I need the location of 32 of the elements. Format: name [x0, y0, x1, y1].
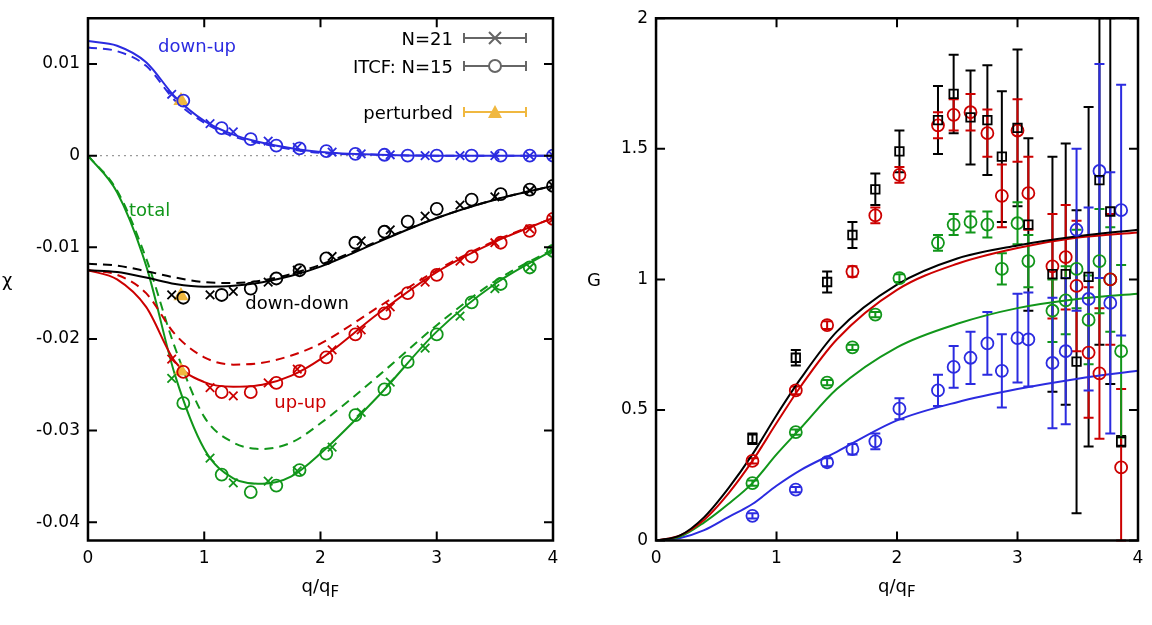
annotation: N=21	[401, 27, 453, 49]
annotation: down-down	[245, 292, 349, 314]
x-tick-label: 4	[1132, 547, 1144, 568]
x-tick-label: 2	[891, 547, 903, 568]
y-tick-label: 0	[637, 529, 649, 550]
y-tick-label: 1	[637, 267, 649, 288]
annotation: ITCF: N=15	[352, 55, 453, 77]
y-tick-label: 0.5	[620, 398, 649, 419]
y-tick-label: -0.04	[35, 510, 80, 531]
x-tick-label: 1	[771, 547, 782, 568]
x-tick-label: 2	[315, 547, 326, 568]
y-axis-title: G	[587, 268, 601, 290]
annotation: down-up	[158, 34, 237, 56]
y-tick-label: 1.5	[620, 137, 649, 158]
x-tick-label: 4	[547, 547, 559, 568]
x-tick-label: 0	[650, 547, 662, 568]
annotation: total	[129, 199, 171, 221]
annotation: up-up	[274, 391, 327, 413]
y-tick-label: 0	[69, 144, 80, 165]
annotation: perturbed	[363, 101, 453, 123]
y-tick-label: -0.02	[35, 327, 80, 348]
y-axis-title: χ	[2, 268, 13, 290]
x-tick-label: 1	[198, 547, 210, 568]
x-tick-label: 0	[82, 547, 94, 568]
y-tick-label: -0.01	[35, 235, 80, 256]
x-axis-title: q/q$_{F}$	[878, 574, 916, 601]
x-axis-title: q/q$_{F}$	[301, 574, 340, 601]
x-tick-label: 3	[431, 547, 443, 568]
y-tick-label: -0.03	[35, 419, 80, 440]
x-tick-label: 3	[1012, 547, 1023, 568]
y-tick-label: 2	[637, 6, 649, 27]
y-tick-label: 0.01	[42, 52, 80, 73]
